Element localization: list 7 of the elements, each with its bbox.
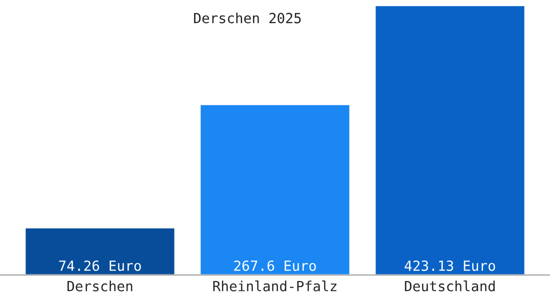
chart-title: Derschen 2025 — [194, 12, 301, 24]
x-tick-label: Deutschland — [404, 280, 495, 292]
data-label: 267.6 Euro — [234, 260, 316, 271]
data-label: 423.13 Euro — [404, 260, 496, 271]
x-tick-label: Derschen — [67, 280, 132, 292]
data-label: 74.26 Euro — [59, 260, 141, 271]
x-tick-label: Rheinland-Pfalz — [213, 280, 336, 292]
